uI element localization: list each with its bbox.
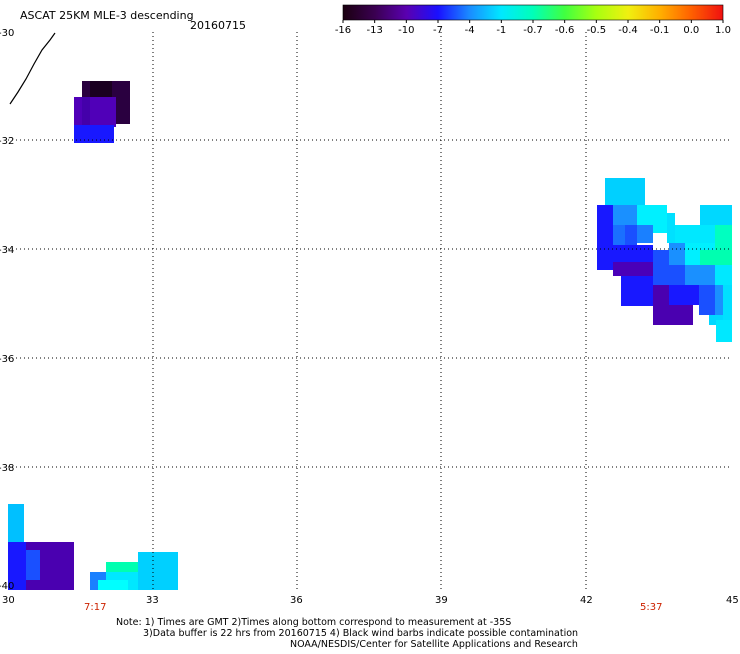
swath-cell — [715, 285, 723, 315]
y-tick-label: -32 — [0, 136, 14, 147]
note-line-3: NOAA/NESDIS/Center for Satellite Applica… — [290, 639, 578, 650]
swath-cell — [613, 262, 653, 276]
colorbar-label: 1.0 — [715, 25, 731, 36]
colorbar-label: -1 — [496, 25, 506, 36]
map-date: 20160715 — [190, 19, 246, 32]
y-tick-label: -38 — [0, 463, 14, 474]
swath-cell — [669, 243, 685, 265]
colorbar-label: -7 — [433, 25, 443, 36]
y-axis-labels: -30 -32 -34 -36 -38 -40 — [0, 28, 14, 592]
swath-cell — [667, 213, 675, 243]
x-tick-label: 42 — [580, 595, 593, 606]
coastline — [9, 32, 56, 105]
colorbar-label: -0.5 — [587, 25, 607, 36]
swath-cell — [637, 225, 653, 243]
footnotes: Note: 1) Times are GMT 2)Times along bot… — [116, 617, 578, 650]
colorbar: -16 -13 -10 -7 -4 -1 -0.7 -0.6 -0.5 -0.4 -0.1 0.0 1.… — [335, 4, 731, 36]
swath-cell — [723, 285, 732, 320]
swath-cell — [716, 320, 732, 342]
swath-cell — [8, 504, 24, 542]
colorbar-label: 0.0 — [683, 25, 699, 36]
swath-cell — [653, 250, 669, 285]
time-label-right: 5:37 — [640, 602, 662, 613]
x-tick-label: 30 — [2, 595, 15, 606]
colorbar-label: -0.4 — [618, 25, 638, 36]
swath-cells — [8, 81, 732, 590]
swath-cell — [625, 225, 637, 245]
colorbar-strip — [342, 4, 724, 21]
map-title: ASCAT 25KM MLE-3 descending — [20, 9, 194, 22]
swath-cell — [8, 542, 26, 590]
plot-area: -30 -32 -34 -36 -38 -40 30 33 36 39 42 4… — [0, 28, 739, 613]
swath-cell — [669, 265, 685, 285]
swath-cell — [685, 265, 715, 285]
x-tick-label: 33 — [146, 595, 159, 606]
swath-cell — [605, 178, 645, 206]
swath-cell — [715, 265, 732, 285]
colorbar-label: -4 — [465, 25, 475, 36]
x-axis-labels: 30 33 36 39 42 45 — [2, 595, 739, 606]
swath-cell — [106, 562, 146, 572]
swath-cell — [699, 285, 715, 315]
x-tick-label: 39 — [435, 595, 448, 606]
x-tick-label: 45 — [726, 595, 739, 606]
colorbar-label: -16 — [335, 25, 351, 36]
swath-cell — [613, 205, 637, 225]
swath-cell — [605, 245, 653, 267]
time-label-left: 7:17 — [84, 602, 106, 613]
x-tick-label: 36 — [290, 595, 303, 606]
note-line-1: Note: 1) Times are GMT 2)Times along bot… — [116, 617, 511, 628]
colorbar-label: -0.7 — [523, 25, 543, 36]
note-line-2: 3)Data buffer is 22 hrs from 20160715 4)… — [143, 628, 578, 639]
colorbar-label: -10 — [398, 25, 414, 36]
y-tick-label: -36 — [0, 354, 14, 365]
grid-lines — [8, 32, 732, 592]
swath-cell — [700, 205, 732, 225]
swath-cell — [621, 276, 655, 306]
swath-cell — [669, 285, 699, 305]
y-tick-label: -40 — [0, 581, 14, 592]
colorbar-label: -13 — [366, 25, 382, 36]
swath-cell — [74, 125, 114, 143]
swath-cell — [613, 225, 625, 245]
swath-cell — [138, 552, 178, 590]
swath-cell — [26, 550, 40, 580]
swath-cell — [98, 580, 128, 590]
colorbar-label: -0.6 — [555, 25, 575, 36]
y-tick-label: -30 — [0, 28, 14, 39]
colorbar-label: -0.1 — [650, 25, 670, 36]
y-tick-label: -34 — [0, 245, 14, 256]
swath-cell — [82, 97, 90, 125]
swath-cell — [74, 97, 116, 127]
swath-cell — [90, 81, 112, 97]
